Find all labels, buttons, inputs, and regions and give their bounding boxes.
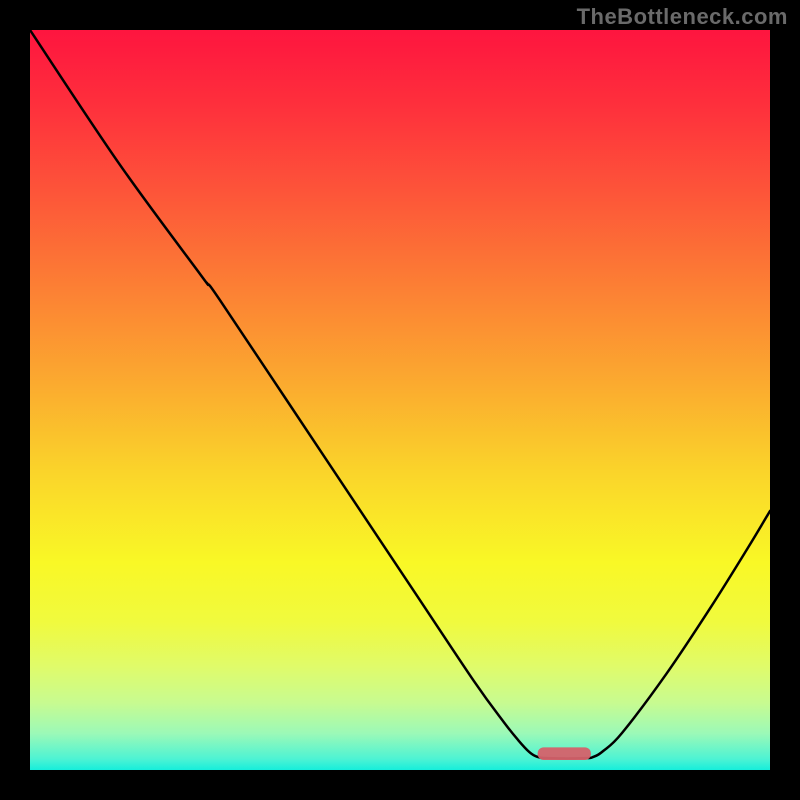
plot-area [30,30,770,770]
figure-container: TheBottleneck.com [0,0,800,800]
optimal-range-marker [538,747,591,760]
bottleneck-chart [0,0,800,800]
